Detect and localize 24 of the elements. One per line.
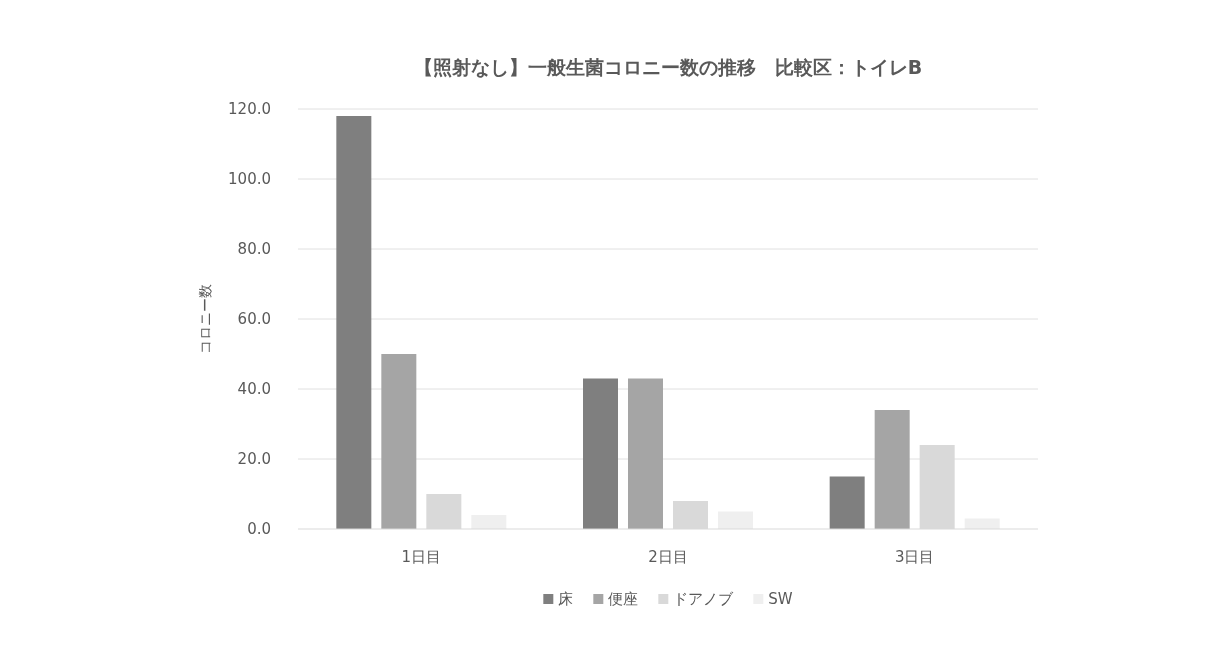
bar — [829, 476, 865, 529]
legend-label: SW — [768, 590, 793, 608]
y-tick-label: 100.0 — [228, 170, 271, 188]
chart-title: 【照射なし】一般生菌コロニー数の推移 比較区：トイレB — [413, 56, 923, 78]
x-tick-label: 1日目 — [401, 548, 442, 566]
legend-label: ドアノブ — [673, 590, 735, 608]
legend-label: 便座 — [608, 590, 639, 608]
y-tick-label: 60.0 — [237, 310, 271, 328]
x-tick-label: 3日目 — [894, 548, 935, 566]
bar — [336, 116, 372, 529]
bar — [583, 378, 618, 529]
y-tick-label: 40.0 — [237, 380, 271, 398]
y-tick-label: 0.0 — [247, 520, 271, 538]
x-tick-label: 2日目 — [648, 548, 688, 566]
y-axis-title: コロニー数 — [197, 284, 213, 354]
bar — [471, 515, 507, 529]
y-tick-label: 80.0 — [237, 240, 271, 258]
bar — [381, 354, 417, 529]
legend-label: 床 — [558, 590, 574, 608]
bar — [718, 511, 753, 529]
bar — [628, 378, 663, 529]
bar — [874, 410, 910, 529]
y-tick-label: 120.0 — [228, 100, 271, 118]
y-tick-label: 20.0 — [237, 450, 271, 468]
